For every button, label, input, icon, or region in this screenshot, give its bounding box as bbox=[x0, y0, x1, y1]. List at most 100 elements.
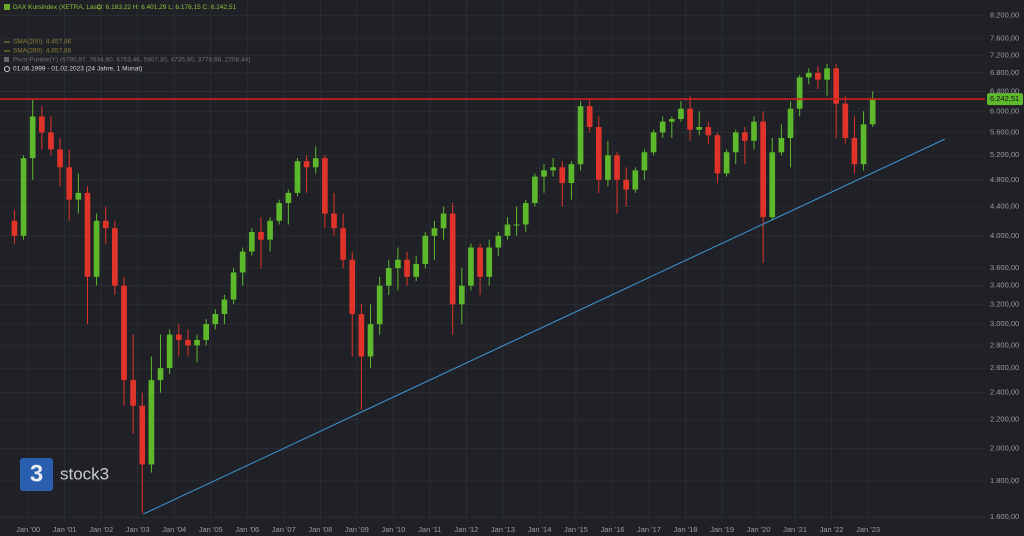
y-tick-label: 5.600,00 bbox=[990, 127, 1019, 136]
candle-body bbox=[851, 137, 858, 165]
y-tick-label: 3.200,00 bbox=[990, 299, 1019, 308]
candle-body bbox=[48, 132, 54, 150]
candle-body bbox=[532, 176, 538, 204]
x-tick-label: Jan '08 bbox=[308, 525, 332, 534]
candle-body bbox=[860, 124, 867, 165]
candle-body bbox=[760, 121, 766, 218]
candle-body bbox=[166, 334, 173, 369]
candle-body bbox=[404, 259, 410, 277]
candle-body bbox=[11, 220, 18, 236]
candle-body bbox=[331, 213, 337, 229]
trendline bbox=[142, 138, 946, 515]
candle-body bbox=[84, 192, 91, 277]
y-tick-label: 2.000,00 bbox=[990, 444, 1019, 453]
candle-body bbox=[57, 149, 63, 168]
legend: DAX Kursindex (XETRA, Last) O: 6.183,22 … bbox=[3, 4, 250, 73]
candle-body bbox=[303, 161, 310, 168]
logo-icon: 3 bbox=[30, 460, 43, 487]
candle-body bbox=[869, 99, 876, 125]
x-tick-label: Jan '23 bbox=[856, 525, 880, 534]
period: 01.06.1999 - 01.02.2023 (24 Jahre, 1 Mon… bbox=[13, 66, 142, 73]
candle-body bbox=[705, 127, 712, 136]
candle-body bbox=[112, 228, 118, 286]
y-tick-label: 3.400,00 bbox=[990, 281, 1019, 290]
candle-body bbox=[385, 268, 392, 286]
plot bbox=[0, 63, 985, 515]
candle-body bbox=[650, 132, 657, 153]
candle-body bbox=[577, 106, 584, 165]
candle-body bbox=[102, 220, 109, 229]
candle-body bbox=[605, 155, 611, 180]
candle-body bbox=[358, 314, 365, 357]
x-tick-label: Jan '10 bbox=[381, 525, 405, 534]
candle-body bbox=[595, 127, 602, 180]
candle-body bbox=[769, 152, 776, 218]
x-tick-label: Jan '06 bbox=[235, 525, 259, 534]
clock-icon bbox=[3, 65, 11, 73]
candle-body bbox=[121, 285, 127, 381]
candle-body bbox=[458, 285, 465, 305]
candle-body bbox=[495, 235, 502, 248]
y-tick-label: 4.400,00 bbox=[990, 202, 1019, 211]
chart-title: DAX Kursindex (XETRA, Last) bbox=[13, 4, 101, 11]
x-tick-label: Jan '16 bbox=[600, 525, 624, 534]
y-tick-label: 2.200,00 bbox=[990, 414, 1019, 423]
candle-body bbox=[568, 164, 575, 184]
y-tick-label: 2.800,00 bbox=[990, 340, 1019, 349]
candle-body bbox=[678, 108, 684, 120]
grid bbox=[0, 0, 985, 522]
candle-body bbox=[842, 103, 849, 138]
x-tick-label: Jan '09 bbox=[345, 525, 369, 534]
candle-body bbox=[815, 72, 821, 80]
candle-body bbox=[230, 272, 237, 300]
x-tick-label: Jan '21 bbox=[783, 525, 807, 534]
candle-body bbox=[38, 116, 45, 133]
candle-body bbox=[732, 132, 739, 153]
candle-body bbox=[805, 72, 812, 78]
candle-body bbox=[513, 224, 520, 226]
y-tick-label: 3.600,00 bbox=[990, 263, 1019, 272]
candle-body bbox=[20, 158, 27, 236]
candle-body bbox=[312, 158, 319, 168]
candle-body bbox=[623, 179, 630, 190]
candle-body bbox=[751, 121, 757, 141]
y-tick-label: 8.200,00 bbox=[990, 10, 1019, 19]
candle-body bbox=[285, 192, 292, 204]
candle-body bbox=[276, 203, 283, 221]
candle-body bbox=[422, 235, 429, 264]
legend-swatch bbox=[4, 57, 9, 62]
y-tick-label: 1.600,00 bbox=[990, 512, 1019, 521]
candle-body bbox=[239, 251, 246, 273]
logo-text: stock3 bbox=[60, 464, 109, 483]
candle-body bbox=[413, 263, 419, 277]
candle-body bbox=[75, 192, 82, 200]
candle-body bbox=[221, 299, 228, 315]
last-price-box bbox=[987, 93, 1023, 106]
candle-body bbox=[157, 368, 164, 381]
legend-entry: Pivot Punkte(Y) (6790,97, 7634,90, 6763,… bbox=[13, 57, 250, 64]
candle-body bbox=[559, 167, 566, 184]
x-tick-label: Jan '07 bbox=[272, 525, 296, 534]
y-tick-label: 5.200,00 bbox=[990, 150, 1019, 159]
candle-body bbox=[130, 380, 136, 406]
candle-body bbox=[632, 170, 639, 190]
x-tick-label: Jan '15 bbox=[564, 525, 588, 534]
x-tick-label: Jan '20 bbox=[747, 525, 771, 534]
candle-body bbox=[258, 231, 264, 240]
candle-body bbox=[449, 213, 456, 305]
x-tick-label: Jan '17 bbox=[637, 525, 661, 534]
y-tick-label: 2.400,00 bbox=[990, 388, 1019, 397]
legend-entry: SMA(260): 4.857,86 bbox=[13, 48, 72, 55]
candle-body bbox=[349, 259, 356, 315]
y-tick-label: 3.000,00 bbox=[990, 319, 1019, 328]
candle-body bbox=[322, 158, 328, 214]
candle-body bbox=[29, 116, 36, 159]
candle-body bbox=[714, 135, 721, 174]
x-tick-label: Jan '02 bbox=[89, 525, 113, 534]
candle-body bbox=[93, 220, 100, 277]
candle-body bbox=[614, 155, 620, 180]
candle-body bbox=[468, 247, 474, 286]
candle-body bbox=[541, 170, 547, 177]
x-tick-label: Jan '14 bbox=[527, 525, 551, 534]
